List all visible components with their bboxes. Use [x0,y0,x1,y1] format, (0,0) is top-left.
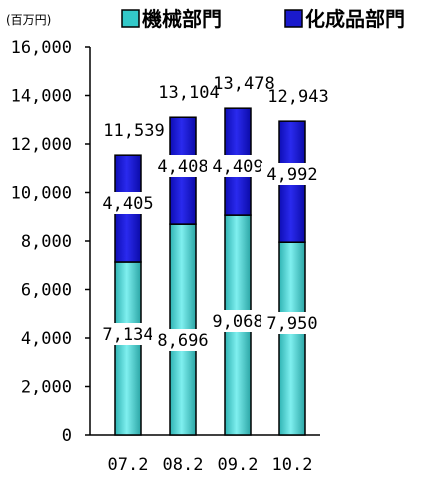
bar-segment-machinery [114,261,142,436]
data-label-bg [152,155,214,177]
data-label-bg [207,310,269,332]
segment-value-label: 9,068 [212,312,263,332]
segment-value-label: 4,408 [157,157,208,177]
data-labels: 7,134 4,405 11,539 8,696 4,408 13,104 9,068 4,4… [97,74,329,351]
total-value-label: 13,104 [158,83,219,103]
y-axis: 0 2,000 4,000 6,000 8,000 10,000 12,000 14,000 1… [11,38,91,446]
data-label-bg [97,192,159,214]
segment-value-label: 4,409 [212,157,263,177]
y-tick-label: 4,000 [21,329,72,349]
y-tick-label: 16,000 [11,38,72,58]
legend-label-machinery: 機械部門 [142,7,222,31]
y-tick-label: 14,000 [11,87,72,107]
y-tick-label: 12,000 [11,135,72,155]
legend-swatch-machinery [121,9,140,28]
segment-value-label: 4,992 [266,165,317,185]
y-tick-label: 8,000 [21,232,72,252]
segment-value-label: 7,134 [102,325,153,345]
data-label-bg [261,163,323,185]
data-label-bg [152,329,214,351]
total-value-label: 11,539 [103,121,164,141]
total-value-label: 12,943 [267,87,328,107]
segment-value-label: 7,950 [266,314,317,334]
legend: 機械部門 化成品部門 [121,7,405,31]
data-label-bg [261,312,323,334]
y-tick-label: 6,000 [21,281,72,301]
data-label-bg [97,323,159,345]
legend-item-chemicals: 化成品部門 [284,7,405,31]
x-axis: 07.2 08.2 09.2 10.2 [90,434,320,475]
total-value-label: 13,478 [213,74,274,94]
segment-value-label: 4,405 [102,194,153,214]
x-tick-label: 09.2 [218,455,259,475]
y-tick-label: 2,000 [21,378,72,398]
bar-segment-machinery [278,241,306,436]
unit-label: (百万円) [6,13,51,27]
legend-label-chemicals: 化成品部門 [305,7,405,31]
x-tick-label: 10.2 [272,455,313,475]
x-tick-label: 08.2 [163,455,204,475]
segment-value-label: 8,696 [157,331,208,351]
y-tick-label: 10,000 [11,184,72,204]
legend-swatch-chemicals [284,9,303,28]
legend-item-machinery: 機械部門 [121,7,222,31]
x-tick-label: 07.2 [108,455,149,475]
data-label-bg [207,155,269,177]
y-tick-label: 0 [62,426,72,446]
